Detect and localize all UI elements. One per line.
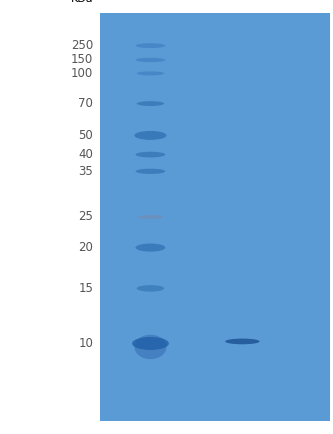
- Ellipse shape: [136, 58, 166, 62]
- Ellipse shape: [137, 71, 164, 76]
- Text: 150: 150: [71, 53, 93, 66]
- Ellipse shape: [225, 339, 260, 344]
- Text: 20: 20: [78, 241, 93, 254]
- Ellipse shape: [136, 152, 166, 158]
- Bar: [100, 13, 330, 421]
- Ellipse shape: [138, 215, 163, 219]
- Text: 35: 35: [79, 165, 93, 178]
- Ellipse shape: [134, 131, 166, 140]
- Ellipse shape: [136, 243, 166, 252]
- Text: 250: 250: [71, 39, 93, 52]
- Text: 25: 25: [78, 210, 93, 224]
- Ellipse shape: [136, 169, 166, 174]
- Text: 10: 10: [78, 337, 93, 350]
- Ellipse shape: [137, 101, 164, 106]
- Ellipse shape: [132, 337, 169, 350]
- Text: 15: 15: [78, 282, 93, 295]
- Ellipse shape: [137, 285, 164, 292]
- Text: 40: 40: [78, 148, 93, 161]
- Text: 100: 100: [71, 67, 93, 80]
- Text: 70: 70: [78, 97, 93, 110]
- Ellipse shape: [136, 43, 166, 48]
- Text: MW: MW: [125, 0, 176, 2]
- Text: KDa: KDa: [71, 0, 93, 4]
- Ellipse shape: [134, 335, 166, 359]
- Text: 50: 50: [79, 129, 93, 142]
